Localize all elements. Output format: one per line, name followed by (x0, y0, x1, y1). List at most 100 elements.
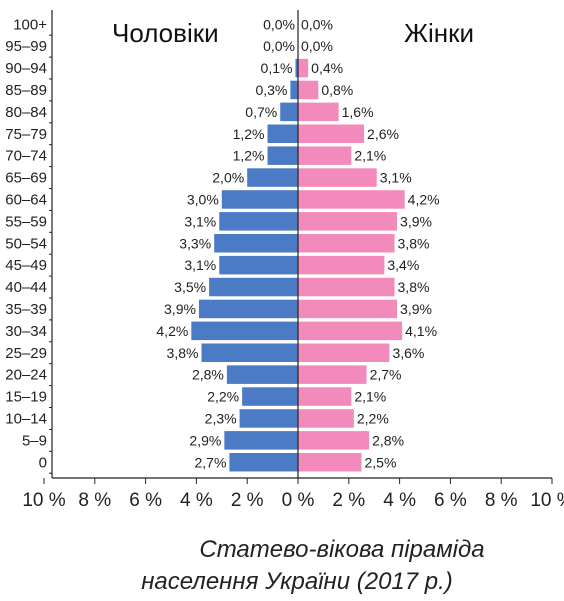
age-group-label: 15–19 (5, 389, 47, 406)
caption-line-1: Статево-вікова піраміда (199, 536, 485, 563)
female-bar (298, 168, 377, 187)
axes-group (49, 10, 552, 479)
age-group-label: 55–59 (5, 213, 47, 230)
female-value-label: 2,2% (357, 410, 389, 426)
age-group-label: 75–79 (5, 126, 47, 143)
male-bar (247, 168, 298, 187)
female-value-label: 4,2% (408, 191, 440, 207)
male-value-label: 3,1% (184, 257, 216, 273)
male-value-label: 1,2% (233, 126, 265, 142)
age-group-label: 30–34 (5, 323, 47, 340)
age-group-label: 5–9 (22, 432, 47, 449)
female-bar (298, 212, 398, 231)
age-labels-group: 100+ 95–99 90–94 85–89 80–84 75–79 70–74 65–69 6… (5, 16, 47, 471)
male-value-label: 3,1% (184, 213, 216, 229)
female-value-label: 0,8% (321, 82, 353, 98)
male-bar (219, 212, 298, 231)
male-value-label: 3,9% (164, 301, 196, 317)
male-bar (267, 124, 298, 143)
age-group-label: 0 (39, 454, 47, 471)
male-value-label: 0,0% (263, 16, 295, 32)
male-value-label: 3,5% (174, 279, 206, 295)
female-value-label: 3,1% (380, 170, 412, 186)
female-value-label: 2,8% (372, 432, 404, 448)
x-tick-label: 6 % (434, 490, 467, 511)
age-group-label: 85–89 (5, 82, 47, 99)
age-group-label: 90–94 (5, 60, 47, 77)
female-value-label: 3,4% (387, 257, 419, 273)
male-value-label: 0,3% (255, 82, 287, 98)
age-group-label: 100+ (13, 16, 47, 33)
female-bar (298, 146, 352, 165)
female-value-label: 3,8% (398, 279, 430, 295)
female-series-title: Жінки (404, 18, 474, 48)
female-bars-group (298, 58, 405, 472)
age-group-label: 80–84 (5, 104, 47, 121)
male-bars-group (191, 58, 298, 472)
male-value-label: 3,8% (167, 345, 199, 361)
x-tick-label: 2 % (231, 490, 264, 511)
male-value-label: 4,2% (156, 323, 188, 339)
x-tick-label: 4 % (383, 490, 416, 511)
male-value-label: 2,3% (205, 410, 237, 426)
male-bar (214, 234, 298, 253)
age-group-label: 70–74 (5, 148, 47, 165)
x-tick-label: 10 % (530, 490, 564, 511)
male-bar (224, 431, 298, 450)
age-group-label: 20–24 (5, 367, 47, 384)
male-value-label: 0,0% (263, 38, 295, 54)
female-bar (298, 409, 354, 428)
male-value-label: 1,2% (233, 148, 265, 164)
male-bar (201, 343, 298, 362)
x-tick-label: 10 % (22, 490, 65, 511)
male-value-label: 3,3% (179, 235, 211, 251)
male-bar (295, 58, 298, 78)
caption-line-2: населення України (2017 р.) (141, 568, 453, 595)
female-bar (298, 343, 390, 362)
male-bar (280, 102, 298, 122)
female-bar (298, 124, 365, 143)
age-group-label: 60–64 (5, 191, 47, 208)
male-value-label: 2,0% (212, 170, 244, 186)
male-bar (290, 80, 298, 100)
female-bar (298, 234, 395, 253)
female-value-label: 4,1% (405, 323, 437, 339)
female-bar (298, 387, 352, 406)
x-tick-label: 6 % (129, 490, 162, 511)
age-group-label: 35–39 (5, 301, 47, 318)
x-tick-label: 8 % (78, 490, 111, 511)
female-value-label: 2,1% (354, 389, 386, 405)
female-bar (298, 102, 339, 122)
x-tick-label: 2 % (332, 490, 365, 511)
x-tick-label: 8 % (485, 490, 518, 511)
female-bar (298, 365, 367, 384)
x-tick-label: 4 % (180, 490, 213, 511)
female-bar (298, 80, 319, 100)
age-group-label: 45–49 (5, 257, 47, 274)
male-bar (242, 387, 298, 406)
male-bar (226, 365, 298, 384)
male-value-label: 2,2% (207, 389, 239, 405)
female-value-label: 3,9% (400, 213, 432, 229)
x-tick-label: 0 % (282, 490, 315, 511)
female-value-label: 0,0% (301, 16, 333, 32)
male-bar (209, 277, 298, 297)
male-value-label: 2,9% (189, 432, 221, 448)
female-bar (298, 431, 370, 450)
female-value-label: 2,6% (367, 126, 399, 142)
female-value-label: 0,0% (301, 38, 333, 54)
female-bar (298, 453, 362, 472)
female-value-label: 3,6% (392, 345, 424, 361)
age-group-label: 10–14 (5, 410, 47, 427)
female-bar (298, 299, 398, 319)
female-bar (298, 277, 395, 297)
age-group-label: 40–44 (5, 279, 47, 296)
x-ticks-group: 10 % 8 % 6 % 4 % 2 % 0 % 2 % 4 % 6 % 8 % 10 % (22, 478, 564, 511)
age-group-label: 95–99 (5, 38, 47, 55)
male-value-label: 0,7% (245, 104, 277, 120)
female-value-label: 2,7% (370, 367, 402, 383)
female-bar (298, 58, 309, 78)
male-value-label: 2,8% (192, 367, 224, 383)
male-value-label: 2,7% (194, 454, 226, 470)
male-bar (219, 255, 298, 275)
